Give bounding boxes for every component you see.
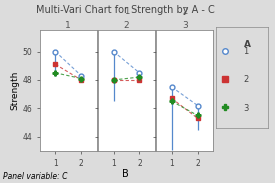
Title: 2: 2	[124, 21, 129, 30]
Text: Panel variable: C: Panel variable: C	[3, 172, 67, 181]
Text: B: B	[122, 169, 128, 179]
Text: 2: 2	[182, 8, 187, 16]
Text: 1: 1	[243, 47, 249, 56]
Text: Multi-Vari Chart for Strength by A - C: Multi-Vari Chart for Strength by A - C	[36, 5, 214, 16]
Text: 3: 3	[243, 104, 249, 113]
Y-axis label: Strength: Strength	[11, 71, 20, 110]
Title: 3: 3	[182, 21, 188, 30]
Title: 1: 1	[65, 21, 71, 30]
Text: 2: 2	[243, 75, 249, 84]
Text: 1: 1	[124, 8, 129, 16]
Text: A: A	[244, 40, 251, 49]
